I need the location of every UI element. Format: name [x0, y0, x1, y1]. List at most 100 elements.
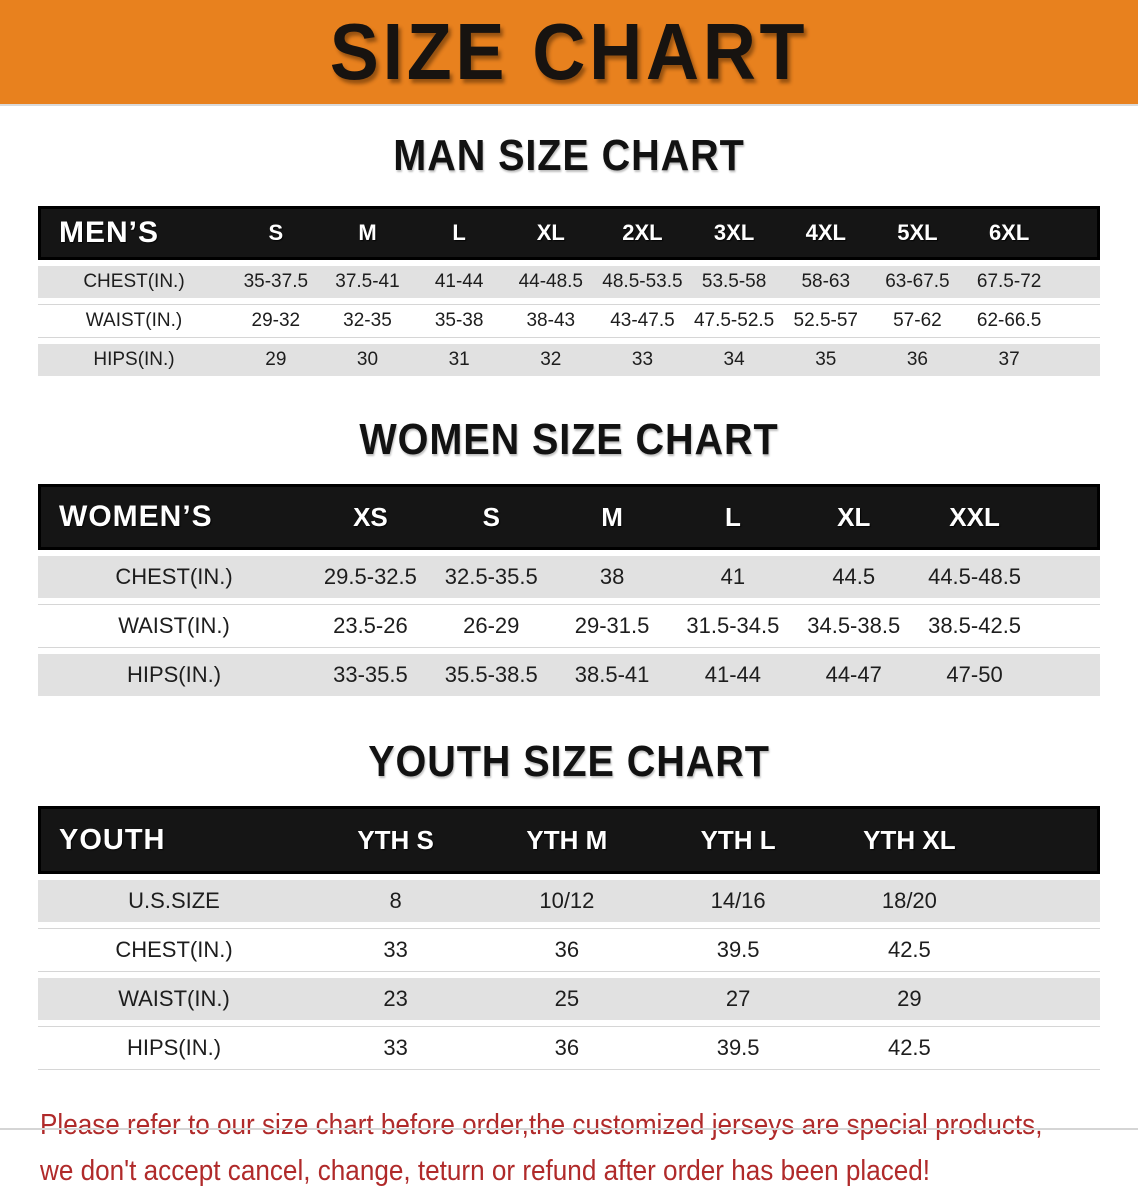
- row-spacer: [995, 978, 1100, 1020]
- size-value-cell: 44.5: [793, 556, 915, 598]
- men-size-section: MAN SIZE CHART MEN’S S M L XL 2XL 3XL 4XL 5XL 6XL…: [0, 132, 1138, 382]
- size-column-header: YTH XL: [823, 806, 995, 874]
- size-value-cell: 67.5-72: [963, 266, 1055, 298]
- size-value-cell: 41-44: [413, 266, 505, 298]
- size-column-header: S: [230, 206, 322, 260]
- size-value-cell: 63-67.5: [871, 266, 964, 298]
- size-table-row: HIPS(IN.) 29 30 31 32 33 34 35 36 37: [38, 344, 1100, 376]
- size-table-row: CHEST(IN.) 29.5-32.5 32.5-35.5 38 41 44.5 44.5…: [38, 556, 1100, 598]
- men-size-table: MEN’S S M L XL 2XL 3XL 4XL 5XL 6XL CHEST(IN.) 35-37…: [38, 200, 1100, 382]
- measurement-row-label: U.S.SIZE: [38, 880, 310, 922]
- disclaimer-note: Please refer to our size chart before or…: [0, 1102, 1138, 1194]
- size-table-row: WAIST(IN.) 29-32 32-35 35-38 38-43 43-47.5 47.…: [38, 304, 1100, 338]
- size-value-cell: 41-44: [672, 654, 794, 696]
- measurement-row-label: WAIST(IN.): [38, 604, 310, 648]
- size-value-cell: 36: [481, 1026, 653, 1070]
- disclaimer-line-1: Please refer to our size chart before or…: [40, 1109, 1043, 1141]
- row-spacer: [1035, 604, 1100, 648]
- size-value-cell: 33-35.5: [310, 654, 431, 696]
- row-spacer: [995, 928, 1100, 972]
- size-value-cell: 14/16: [652, 880, 824, 922]
- size-column-header: YTH M: [481, 806, 653, 874]
- size-column-header: 5XL: [871, 206, 964, 260]
- size-value-cell: 38: [551, 556, 673, 598]
- table-corner-label: YOUTH: [38, 806, 310, 874]
- youth-size-table: YOUTH YTH S YTH M YTH L YTH XL U.S.SIZE 8 10/12…: [38, 800, 1100, 1076]
- size-column-header: 4XL: [779, 206, 872, 260]
- size-column-header: 6XL: [963, 206, 1055, 260]
- size-value-cell: 8: [310, 880, 482, 922]
- size-column-header: XS: [310, 484, 431, 550]
- size-table-row: WAIST(IN.) 23.5-26 26-29 29-31.5 31.5-34.5 34…: [38, 604, 1100, 648]
- size-column-header: L: [413, 206, 505, 260]
- size-value-cell: 31: [413, 344, 505, 376]
- size-column-header: YTH L: [652, 806, 824, 874]
- measurement-row-label: WAIST(IN.): [38, 978, 310, 1020]
- size-value-cell: 18/20: [823, 880, 995, 922]
- size-value-cell: 57-62: [871, 304, 964, 338]
- size-value-cell: 53.5-58: [688, 266, 780, 298]
- men-chart-title: MAN SIZE CHART: [393, 131, 745, 180]
- youth-size-section: YOUTH SIZE CHART YOUTH YTH S YTH M YTH L YTH…: [0, 738, 1138, 1076]
- size-value-cell: 41: [672, 556, 794, 598]
- row-spacer: [1035, 556, 1100, 598]
- size-value-cell: 10/12: [481, 880, 653, 922]
- women-chart-title: WOMEN SIZE CHART: [359, 415, 779, 464]
- table-corner-label: MEN’S: [38, 206, 230, 260]
- size-value-cell: 38.5-41: [551, 654, 673, 696]
- youth-chart-title: YOUTH SIZE CHART: [368, 737, 770, 786]
- size-value-cell: 44.5-48.5: [914, 556, 1035, 598]
- size-value-cell: 32: [504, 344, 597, 376]
- measurement-row-label: CHEST(IN.): [38, 556, 310, 598]
- women-size-table: WOMEN’S XS S M L XL XXL CHEST(IN.) 29.5-32.5 32.5…: [38, 478, 1100, 702]
- women-size-section: WOMEN SIZE CHART WOMEN’S XS S M L XL XXL CHEST(…: [0, 416, 1138, 702]
- size-table-row: U.S.SIZE 8 10/12 14/16 18/20: [38, 880, 1100, 922]
- row-spacer: [995, 1026, 1100, 1070]
- size-column-header: L: [672, 484, 794, 550]
- size-column-header: XL: [504, 206, 597, 260]
- size-chart-banner: SIZE CHART: [0, 0, 1138, 106]
- size-value-cell: 36: [481, 928, 653, 972]
- size-value-cell: 34.5-38.5: [793, 604, 915, 648]
- size-value-cell: 34: [688, 344, 780, 376]
- size-column-header: 3XL: [688, 206, 780, 260]
- disclaimer-line-2: we don't accept cancel, change, teturn o…: [40, 1155, 931, 1187]
- measurement-row-label: CHEST(IN.): [38, 266, 230, 298]
- size-value-cell: 33: [310, 1026, 482, 1070]
- size-value-cell: 29.5-32.5: [310, 556, 431, 598]
- size-column-header: YTH S: [310, 806, 482, 874]
- size-value-cell: 33: [310, 928, 482, 972]
- size-column-header: XXL: [914, 484, 1035, 550]
- size-table-row: WAIST(IN.) 23 25 27 29: [38, 978, 1100, 1020]
- size-value-cell: 48.5-53.5: [596, 266, 689, 298]
- size-value-cell: 36: [871, 344, 964, 376]
- header-spacer: [1055, 206, 1100, 260]
- size-value-cell: 33: [596, 344, 689, 376]
- size-column-header: M: [551, 484, 673, 550]
- size-value-cell: 38.5-42.5: [914, 604, 1035, 648]
- size-value-cell: 25: [481, 978, 653, 1020]
- size-value-cell: 23: [310, 978, 482, 1020]
- size-table-row: CHEST(IN.) 35-37.5 37.5-41 41-44 44-48.5 48.5…: [38, 266, 1100, 298]
- measurement-row-label: HIPS(IN.): [38, 1026, 310, 1070]
- size-value-cell: 35.5-38.5: [430, 654, 552, 696]
- bottom-divider: [0, 1128, 1138, 1130]
- size-value-cell: 32.5-35.5: [430, 556, 552, 598]
- row-spacer: [1055, 304, 1100, 338]
- size-value-cell: 44-48.5: [504, 266, 597, 298]
- size-value-cell: 23.5-26: [310, 604, 431, 648]
- measurement-row-label: HIPS(IN.): [38, 344, 230, 376]
- row-spacer: [1035, 654, 1100, 696]
- size-value-cell: 32-35: [321, 304, 414, 338]
- size-value-cell: 30: [321, 344, 414, 376]
- row-spacer: [1055, 344, 1100, 376]
- size-value-cell: 35-38: [413, 304, 505, 338]
- size-value-cell: 35: [779, 344, 872, 376]
- size-value-cell: 42.5: [823, 1026, 995, 1070]
- size-value-cell: 47-50: [914, 654, 1035, 696]
- size-value-cell: 29-32: [230, 304, 322, 338]
- size-value-cell: 44-47: [793, 654, 915, 696]
- size-column-header: XL: [793, 484, 915, 550]
- size-value-cell: 37.5-41: [321, 266, 414, 298]
- row-spacer: [995, 880, 1100, 922]
